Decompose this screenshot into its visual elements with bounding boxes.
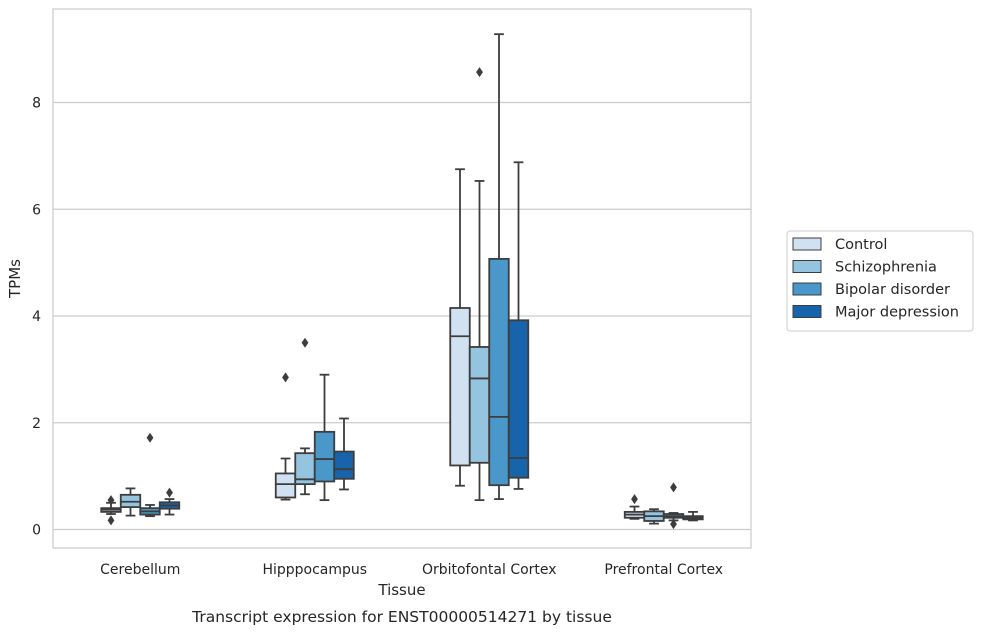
legend-entry: Schizophrenia <box>835 260 937 276</box>
x-axis-label: Tissue <box>377 581 425 599</box>
y-axis-label: TPMs <box>6 259 24 299</box>
box-major-depression <box>682 510 704 522</box>
box-body <box>274 472 297 499</box>
outlier-point <box>670 482 677 493</box>
outlier-point <box>476 67 483 78</box>
outlier-point <box>107 495 115 506</box>
box-control <box>100 495 122 526</box>
box-control <box>274 372 297 501</box>
box-schizophrenia <box>643 508 665 525</box>
legend-entry: Bipolar disorder <box>835 282 950 298</box>
outlier-point <box>631 494 638 505</box>
legend-swatch <box>792 237 822 251</box>
x-tick-label: Prefrontal Cortex <box>604 562 723 578</box>
boxes-layer <box>100 33 704 530</box>
box-body <box>507 319 530 479</box>
outlier-point <box>282 372 289 383</box>
chart-title: Transcript expression for ENST0000051427… <box>191 608 612 626</box>
box-bipolar-disorder <box>662 482 685 530</box>
legend-swatch <box>792 282 822 296</box>
box-major-depression <box>333 417 355 491</box>
box-schizophrenia <box>294 337 316 496</box>
box-control <box>449 168 471 487</box>
legend-frame <box>786 230 974 332</box>
x-axis-ticks: Cerebellum Hipppocampus Orbitofontal Corte… <box>100 562 723 578</box>
box-body <box>313 430 336 483</box>
box-body <box>468 346 491 464</box>
box-control <box>623 494 646 520</box>
y-tick-label: 0 <box>32 523 41 539</box>
plot-frame <box>52 8 752 549</box>
box-bipolar-disorder <box>313 373 336 502</box>
outlier-point <box>146 432 154 443</box>
outlier-point <box>301 337 309 348</box>
gridlines <box>53 101 751 531</box>
x-tick-label: Orbitofontal Cortex <box>422 562 557 578</box>
legend: Control Schizophrenia Bipolar disorder Majo… <box>786 230 974 332</box>
box-bipolar-disorder <box>488 33 510 500</box>
box-major-depression <box>158 487 181 516</box>
outlier-point <box>670 519 677 530</box>
box-body <box>449 307 471 467</box>
box-bipolar-disorder <box>139 432 161 518</box>
y-tick-label: 6 <box>32 202 41 218</box>
outlier-point <box>166 487 173 498</box>
legend-swatch <box>792 305 822 318</box>
outlier-point <box>107 515 115 526</box>
legend-swatch <box>792 260 822 273</box>
box-body <box>488 257 510 487</box>
box-schizophrenia <box>119 487 142 517</box>
box-body <box>333 450 355 480</box>
x-tick-label: Hipppocampus <box>262 562 367 578</box>
y-axis-ticks: 0 2 4 6 8 <box>32 96 41 539</box>
legend-entry: Major depression <box>835 305 959 321</box>
x-tick-label: Cerebellum <box>100 562 180 578</box>
y-tick-label: 8 <box>32 96 41 112</box>
box-major-depression <box>507 161 530 490</box>
legend-entry: Control <box>835 237 887 253</box>
y-tick-label: 2 <box>32 416 41 432</box>
box-schizophrenia <box>468 67 491 502</box>
y-tick-label: 4 <box>32 309 41 325</box>
